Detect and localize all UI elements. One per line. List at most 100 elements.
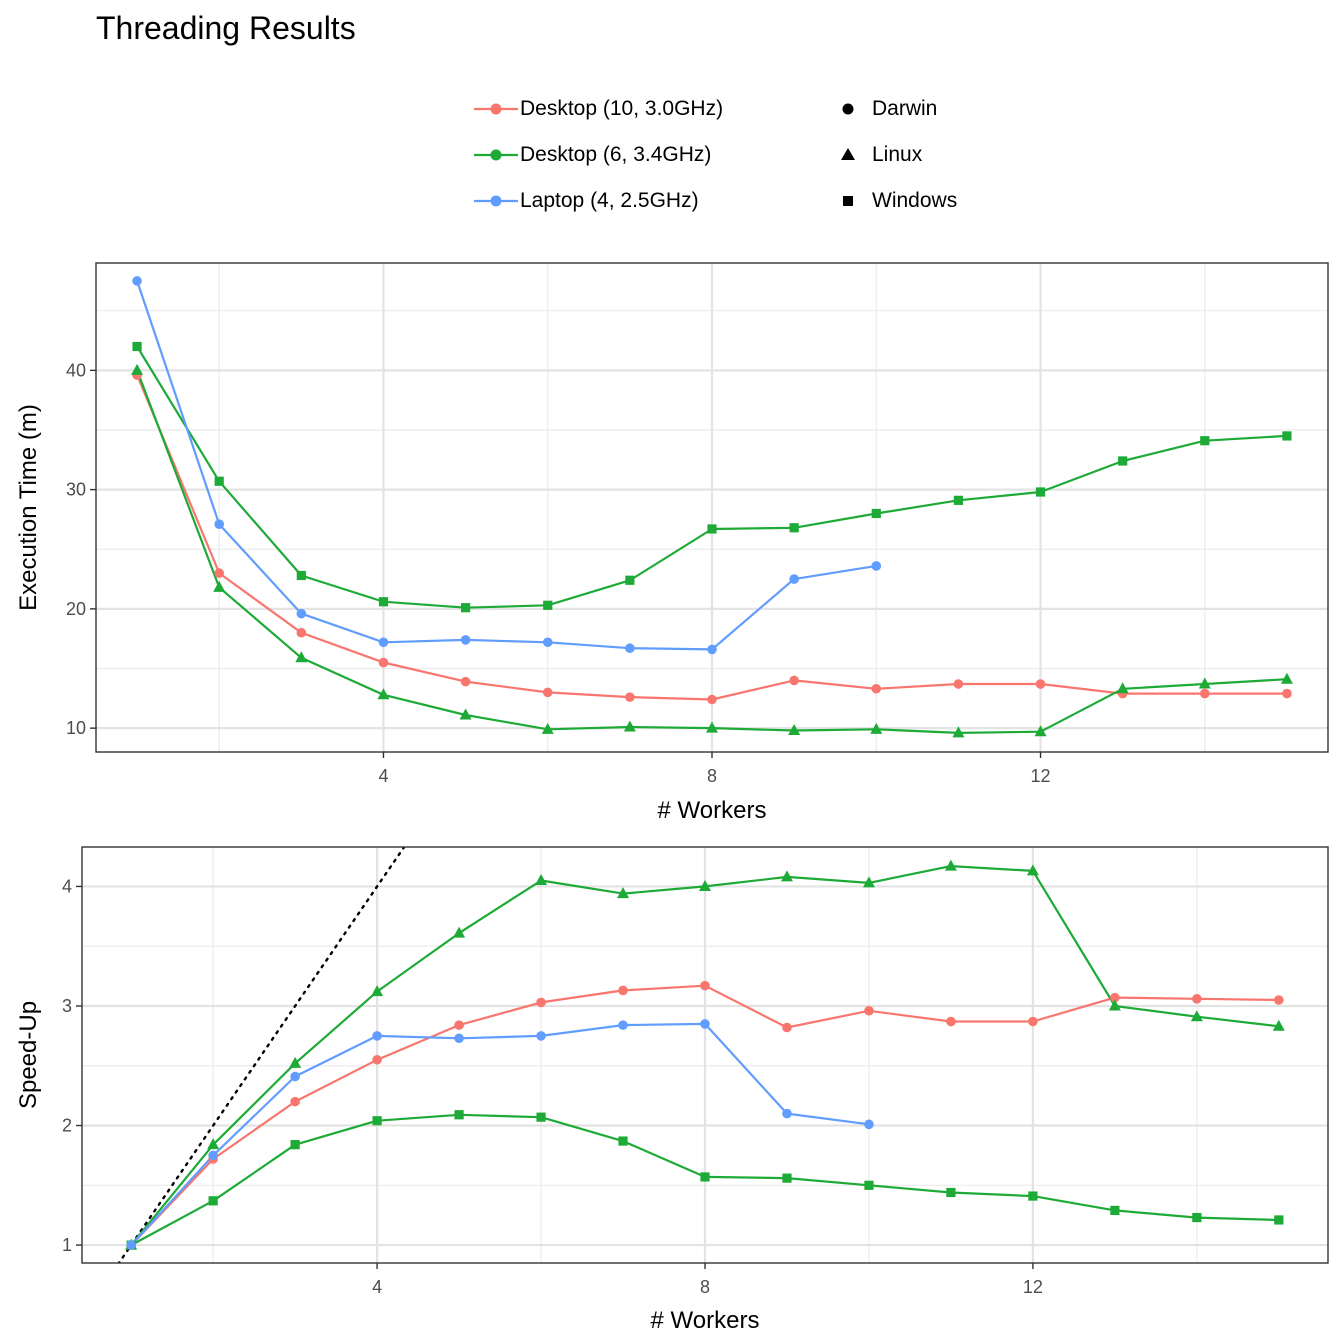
point-desktop-6-3-4ghz-linux bbox=[131, 363, 144, 375]
point-desktop-6-3-4ghz-linux bbox=[870, 722, 883, 734]
point-laptop-4-2-5ghz-darwin bbox=[378, 637, 389, 648]
legend-key-square bbox=[843, 196, 853, 206]
point-desktop-10-3-0ghz-darwin bbox=[454, 1020, 464, 1030]
legend-label: Linux bbox=[872, 143, 923, 166]
legend-entry: Desktop (6, 3.4GHz) bbox=[472, 132, 792, 178]
y-axis-label: Speed-Up bbox=[15, 1001, 42, 1109]
point-desktop-6-3-4ghz-windows bbox=[1282, 431, 1292, 441]
point-desktop-6-3-4ghz-windows bbox=[372, 1116, 382, 1126]
point-desktop-10-3-0ghz-darwin bbox=[1028, 1016, 1038, 1027]
point-desktop-6-3-4ghz-linux bbox=[623, 720, 636, 732]
point-desktop-6-3-4ghz-windows bbox=[214, 476, 224, 486]
x-tick-label: 12 bbox=[1023, 1277, 1043, 1297]
legend-label: Windows bbox=[872, 189, 958, 212]
point-desktop-10-3-0ghz-darwin bbox=[1035, 679, 1046, 689]
y-tick-label: 20 bbox=[66, 599, 86, 619]
point-laptop-4-2-5ghz-darwin bbox=[707, 644, 717, 655]
point-desktop-6-3-4ghz-linux bbox=[944, 859, 957, 871]
point-laptop-4-2-5ghz-darwin bbox=[132, 276, 142, 286]
x-tick-label: 4 bbox=[372, 1277, 382, 1297]
point-desktop-10-3-0ghz-darwin bbox=[378, 657, 389, 668]
point-laptop-4-2-5ghz-darwin bbox=[871, 561, 882, 571]
point-laptop-4-2-5ghz-darwin bbox=[700, 1019, 710, 1029]
point-desktop-10-3-0ghz-darwin bbox=[1110, 992, 1120, 1003]
point-laptop-4-2-5ghz-darwin bbox=[625, 643, 635, 654]
point-desktop-6-3-4ghz-linux bbox=[617, 887, 630, 899]
x-tick-label: 8 bbox=[700, 1277, 710, 1297]
point-laptop-4-2-5ghz-darwin bbox=[782, 1108, 792, 1119]
point-desktop-6-3-4ghz-linux bbox=[1026, 864, 1039, 876]
legend-entry: Darwin bbox=[824, 86, 1024, 132]
point-desktop-6-3-4ghz-linux bbox=[371, 985, 384, 997]
panel-execution-time: 4 8 12 10 20 30 40 # Workers Execution Time (m) bbox=[15, 262, 1329, 824]
point-desktop-6-3-4ghz-windows bbox=[208, 1196, 218, 1206]
point-laptop-4-2-5ghz-darwin bbox=[864, 1119, 874, 1130]
legend-entry: Desktop (10, 3.0GHz) bbox=[472, 86, 792, 132]
point-desktop-6-3-4ghz-windows bbox=[700, 1172, 710, 1182]
point-desktop-6-3-4ghz-windows bbox=[789, 523, 799, 533]
point-laptop-4-2-5ghz-darwin bbox=[208, 1150, 218, 1161]
y-tick-label: 2 bbox=[62, 1116, 72, 1136]
legend-key-desktop-6 bbox=[474, 149, 518, 161]
point-desktop-10-3-0ghz-darwin bbox=[290, 1096, 300, 1107]
plot-area bbox=[131, 276, 1293, 738]
x-tick-label: 4 bbox=[378, 766, 388, 786]
point-desktop-6-3-4ghz-linux bbox=[788, 724, 801, 736]
series-line-laptop-4-2-5ghz-darwin bbox=[136, 280, 877, 651]
point-desktop-6-3-4ghz-linux bbox=[1198, 677, 1211, 689]
point-desktop-6-3-4ghz-windows bbox=[625, 575, 635, 585]
point-desktop-6-3-4ghz-linux bbox=[541, 722, 554, 734]
point-desktop-6-3-4ghz-linux bbox=[1272, 1019, 1285, 1031]
point-desktop-10-3-0ghz-darwin bbox=[864, 1005, 874, 1016]
y-tick-label: 30 bbox=[66, 480, 86, 500]
point-desktop-6-3-4ghz-windows bbox=[618, 1136, 628, 1146]
point-desktop-10-3-0ghz-darwin bbox=[871, 683, 882, 694]
point-desktop-10-3-0ghz-darwin bbox=[707, 694, 717, 705]
legend-label: Desktop (10, 3.0GHz) bbox=[520, 97, 724, 120]
point-desktop-6-3-4ghz-windows bbox=[1200, 436, 1210, 446]
legend-label: Desktop (6, 3.4GHz) bbox=[520, 143, 712, 166]
y-axis-label: Execution Time (m) bbox=[15, 404, 42, 611]
point-desktop-10-3-0ghz-darwin bbox=[946, 1016, 956, 1027]
point-desktop-6-3-4ghz-windows bbox=[296, 570, 306, 581]
legend-label: Laptop (4, 2.5GHz) bbox=[520, 189, 699, 212]
legend-key-laptop-4 bbox=[474, 195, 518, 207]
point-laptop-4-2-5ghz-darwin bbox=[296, 608, 307, 619]
point-desktop-10-3-0ghz-darwin bbox=[1274, 995, 1284, 1005]
point-desktop-10-3-0ghz-darwin bbox=[214, 568, 224, 578]
y-tick-label: 4 bbox=[62, 876, 72, 896]
point-desktop-6-3-4ghz-windows bbox=[1035, 487, 1046, 497]
point-desktop-10-3-0ghz-darwin bbox=[460, 676, 471, 687]
legend-key-desktop-10 bbox=[474, 103, 518, 115]
legend-key-circle bbox=[842, 103, 854, 115]
point-laptop-4-2-5ghz-darwin bbox=[454, 1033, 464, 1044]
y-tick-label: 10 bbox=[66, 718, 86, 738]
point-desktop-6-3-4ghz-windows bbox=[132, 341, 142, 352]
point-desktop-6-3-4ghz-linux bbox=[1280, 672, 1293, 684]
point-desktop-10-3-0ghz-darwin bbox=[782, 1022, 792, 1033]
point-desktop-10-3-0ghz-darwin bbox=[1200, 688, 1210, 699]
point-desktop-6-3-4ghz-linux bbox=[1116, 682, 1129, 694]
point-desktop-10-3-0ghz-darwin bbox=[296, 627, 307, 638]
point-desktop-6-3-4ghz-linux bbox=[213, 580, 226, 592]
point-desktop-6-3-4ghz-windows bbox=[536, 1112, 546, 1122]
point-desktop-6-3-4ghz-linux bbox=[377, 688, 390, 700]
point-desktop-10-3-0ghz-darwin bbox=[953, 679, 964, 689]
legend-entry: Linux bbox=[824, 132, 1024, 178]
point-desktop-10-3-0ghz-darwin bbox=[625, 692, 635, 702]
legend-entry: Windows bbox=[824, 178, 1024, 224]
point-desktop-6-3-4ghz-linux bbox=[699, 879, 711, 891]
x-tick-label: 8 bbox=[707, 766, 717, 786]
point-laptop-4-2-5ghz-darwin bbox=[460, 635, 471, 645]
point-desktop-10-3-0ghz-darwin bbox=[372, 1054, 382, 1065]
legend-label: Darwin bbox=[872, 97, 938, 120]
point-desktop-6-3-4ghz-windows bbox=[1110, 1205, 1120, 1216]
point-desktop-6-3-4ghz-linux bbox=[453, 926, 466, 938]
chart-title: Threading Results bbox=[96, 10, 356, 46]
point-desktop-6-3-4ghz-windows bbox=[543, 600, 553, 610]
y-tick-label: 40 bbox=[66, 360, 86, 380]
point-desktop-10-3-0ghz-darwin bbox=[1282, 688, 1292, 699]
point-desktop-6-3-4ghz-linux bbox=[1034, 725, 1047, 737]
